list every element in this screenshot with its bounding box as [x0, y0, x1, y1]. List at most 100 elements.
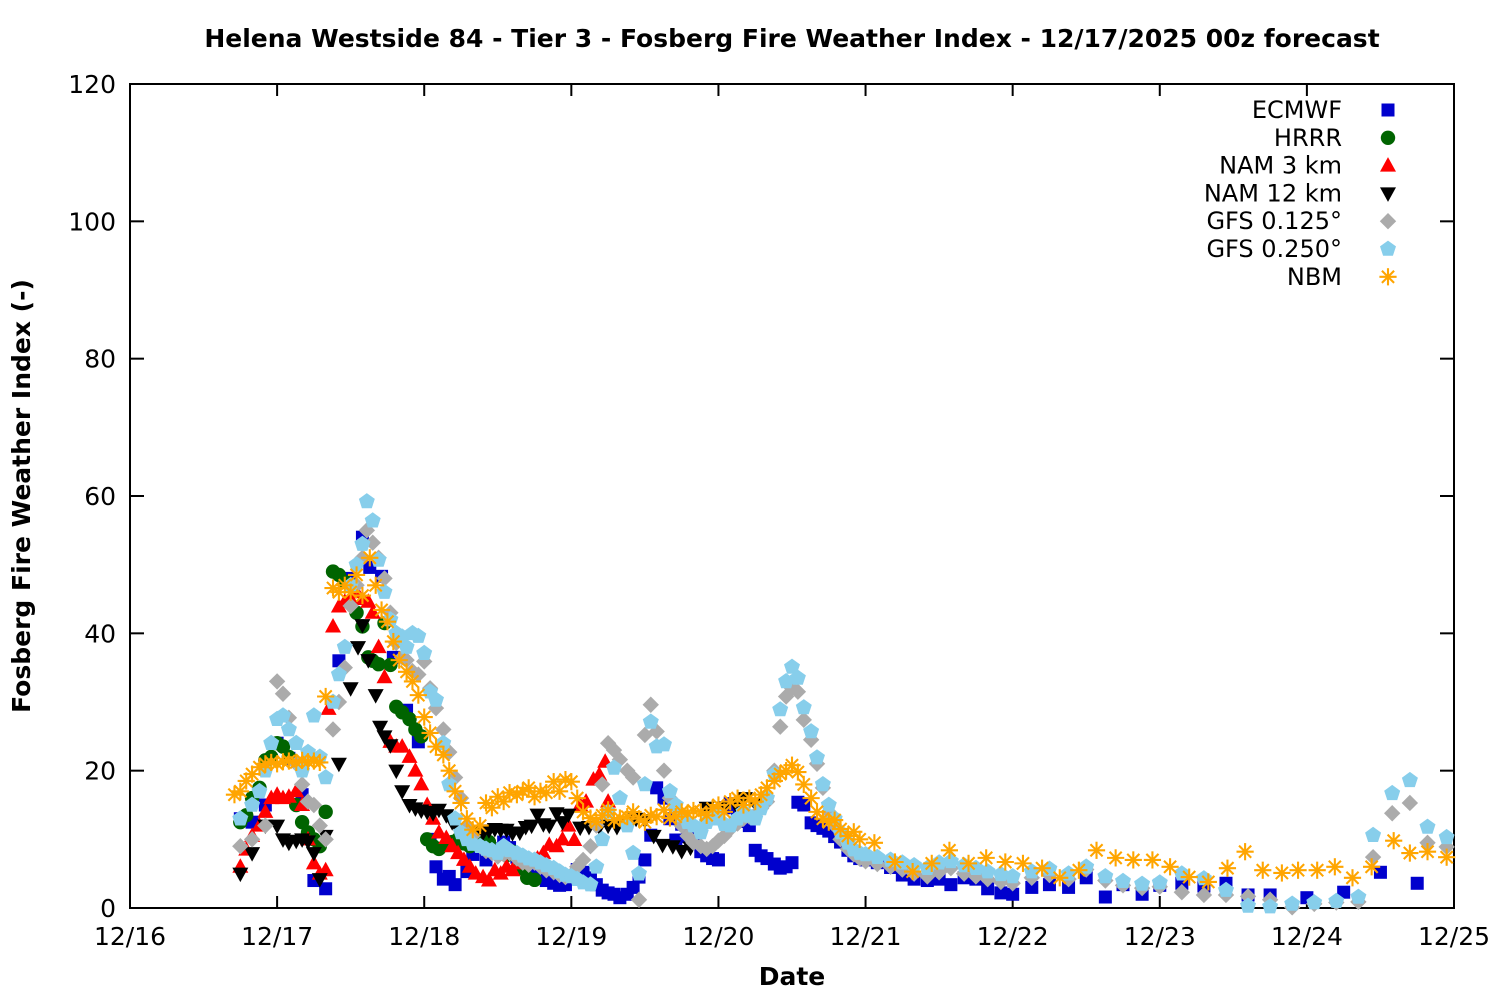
data-point	[251, 782, 268, 799]
x-tick-label: 12/23	[1124, 922, 1196, 951]
data-point	[570, 791, 585, 805]
data-point	[1035, 861, 1049, 875]
data-point	[704, 838, 721, 855]
data-point	[636, 726, 654, 744]
data-point	[1016, 856, 1030, 871]
data-point	[354, 619, 371, 634]
data-point	[1310, 863, 1325, 878]
data-point	[269, 819, 286, 835]
data-point	[961, 856, 976, 871]
data-point	[1098, 890, 1112, 904]
data-point	[438, 829, 455, 844]
data-point	[655, 762, 673, 779]
data-point	[399, 664, 414, 679]
data-point	[645, 829, 662, 845]
data-point	[588, 858, 605, 874]
data-point	[410, 627, 427, 643]
legend-marker-pentagon-icon	[1380, 240, 1396, 256]
data-point	[374, 603, 389, 617]
data-point	[380, 614, 395, 629]
data-point	[1089, 843, 1104, 858]
data-point	[636, 776, 653, 792]
data-point	[1220, 861, 1235, 875]
data-point	[300, 743, 316, 759]
data-point	[337, 578, 352, 593]
data-point	[423, 726, 437, 740]
data-point	[355, 588, 370, 603]
data-point	[1108, 851, 1123, 865]
data-point	[293, 776, 311, 793]
data-point	[686, 803, 701, 818]
data-point	[317, 831, 334, 848]
data-point	[673, 845, 690, 860]
legend-label: NBM	[1287, 263, 1342, 291]
data-point	[924, 856, 939, 871]
data-point	[294, 762, 311, 778]
legend-label: GFS 0.125°	[1206, 207, 1342, 235]
data-point	[1328, 892, 1345, 908]
data-point	[1306, 894, 1323, 910]
data-point	[386, 634, 401, 649]
data-point	[330, 666, 347, 682]
data-point	[318, 689, 333, 704]
data-point	[311, 817, 328, 834]
data-point	[1262, 898, 1279, 914]
data-point	[625, 844, 642, 860]
x-tick-label: 12/19	[535, 922, 607, 951]
data-point	[594, 776, 611, 793]
data-point	[416, 653, 433, 670]
data-point	[367, 689, 384, 704]
data-point	[546, 774, 561, 789]
data-point	[857, 846, 874, 862]
data-point	[1384, 805, 1401, 822]
data-point	[772, 701, 789, 717]
data-point	[648, 723, 665, 740]
data-point	[558, 772, 573, 787]
data-point	[1004, 875, 1021, 892]
y-tick-label: 0	[100, 894, 116, 923]
data-point	[1284, 895, 1301, 911]
data-point	[358, 493, 375, 509]
x-tick-label: 12/21	[830, 922, 902, 951]
data-point	[1201, 875, 1216, 889]
data-point	[244, 796, 261, 812]
data-point	[1401, 794, 1419, 812]
data-point	[601, 802, 615, 817]
data-point	[1239, 888, 1257, 905]
data-point	[257, 817, 274, 834]
data-point	[411, 688, 426, 702]
data-point	[502, 785, 517, 800]
data-point	[324, 721, 342, 738]
data-point	[802, 731, 820, 748]
chart-title: Helena Westside 84 - Tier 3 - Fosberg Fi…	[204, 24, 1379, 53]
data-point	[460, 811, 474, 826]
legend-marker-circle-icon	[1380, 130, 1396, 145]
data-point	[232, 838, 249, 855]
data-point	[326, 581, 340, 595]
data-point	[541, 819, 558, 835]
data-point	[448, 784, 462, 799]
data-point	[1025, 880, 1039, 894]
data-point	[716, 827, 733, 845]
data-point	[784, 658, 800, 674]
legend-label: NAM 12 km	[1204, 179, 1342, 207]
data-point	[376, 668, 393, 684]
data-point	[594, 830, 611, 847]
data-point	[804, 791, 818, 805]
data-point	[325, 617, 342, 633]
data-point	[674, 805, 689, 819]
data-point	[435, 721, 452, 738]
data-point	[436, 748, 451, 762]
data-point	[1006, 887, 1020, 901]
data-point	[1365, 826, 1382, 842]
data-point	[317, 769, 334, 785]
data-point	[533, 784, 548, 799]
data-point	[330, 757, 347, 773]
data-point	[521, 781, 536, 795]
data-point	[638, 853, 652, 867]
data-point	[574, 851, 592, 869]
data-point	[979, 870, 996, 888]
data-point	[711, 853, 725, 867]
data-point	[370, 638, 387, 654]
